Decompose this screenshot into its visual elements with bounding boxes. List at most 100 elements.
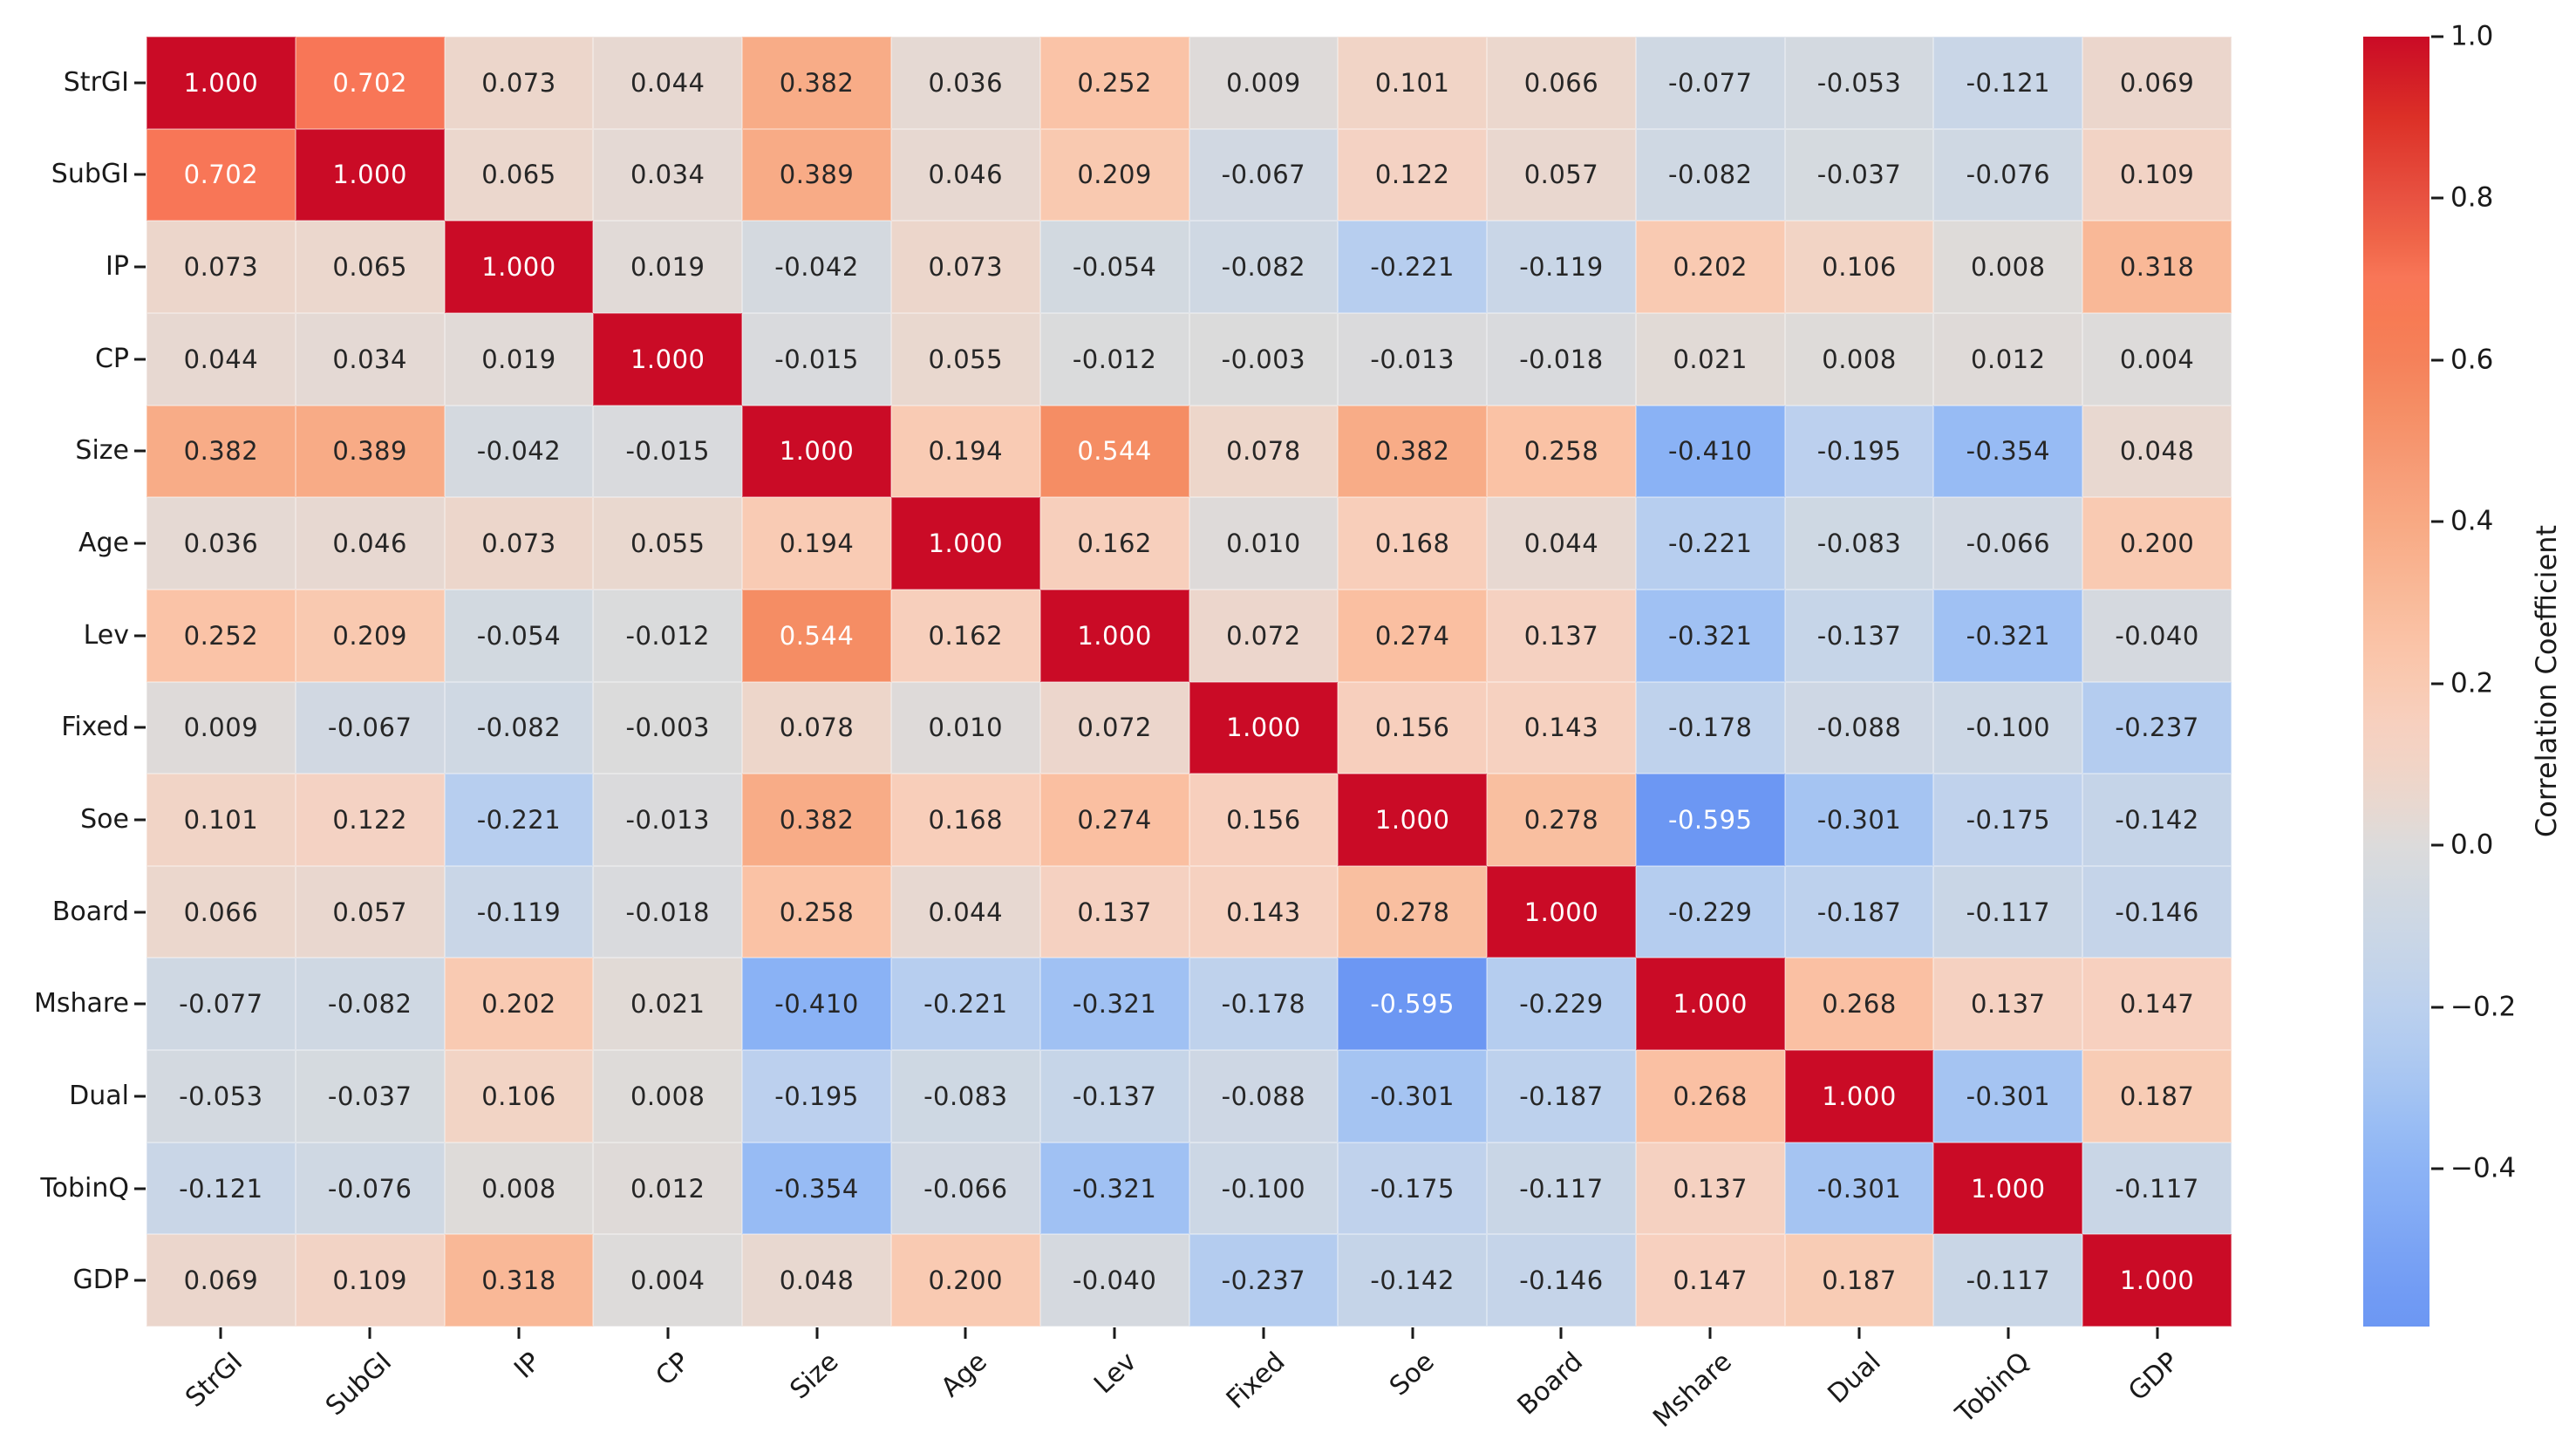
colorbar-tick-mark xyxy=(2431,196,2443,200)
heatmap-cell: 0.073 xyxy=(890,221,1040,313)
heatmap-cell: 0.008 xyxy=(1784,312,1934,406)
heatmap-cell: 0.143 xyxy=(1189,865,1339,958)
y-tick-mark xyxy=(134,818,146,822)
heatmap-cell: 0.078 xyxy=(1189,405,1339,498)
heatmap-cell: 0.147 xyxy=(1635,1234,1785,1327)
heatmap-cell: 0.702 xyxy=(295,37,445,129)
heatmap-cell: -0.187 xyxy=(1487,1050,1636,1143)
heatmap-cell: 0.009 xyxy=(1189,37,1339,129)
heatmap-cell: 0.278 xyxy=(1487,774,1636,866)
heatmap-cell: -0.195 xyxy=(1784,405,1934,498)
x-tick-label-Size: Size xyxy=(784,1346,845,1406)
y-tick-label-Soe: Soe xyxy=(80,803,129,835)
heatmap-cell: -0.187 xyxy=(1784,865,1934,958)
heatmap-cell: -0.066 xyxy=(1933,497,2083,590)
colorbar-tick-mark xyxy=(2431,1006,2443,1009)
heatmap-cell: -0.015 xyxy=(742,312,891,406)
heatmap-cell: 0.021 xyxy=(1635,312,1785,406)
heatmap-cell: -0.082 xyxy=(444,681,594,774)
colorbar-tick-label: 0.6 xyxy=(2450,344,2494,376)
heatmap-cell: -0.117 xyxy=(1933,1234,2083,1327)
heatmap-cell: -0.137 xyxy=(1784,589,1934,682)
y-tick-mark xyxy=(134,634,146,638)
heatmap-cell: -0.178 xyxy=(1189,958,1339,1051)
heatmap-cell: -0.088 xyxy=(1784,681,1934,774)
heatmap-cell: 0.187 xyxy=(2082,1050,2232,1143)
heatmap-cell: 0.143 xyxy=(1487,681,1636,774)
heatmap-cell: 1.000 xyxy=(1933,1142,2083,1235)
heatmap-cell: 0.010 xyxy=(890,681,1040,774)
x-tick-mark xyxy=(1113,1327,1116,1339)
heatmap-cell: -0.013 xyxy=(593,774,743,866)
heatmap-cell: 0.137 xyxy=(1933,958,2083,1051)
heatmap-cell: -0.040 xyxy=(2082,589,2232,682)
heatmap-cell: -0.083 xyxy=(890,1050,1040,1143)
heatmap-cell: -0.237 xyxy=(2082,681,2232,774)
heatmap-cell: 0.012 xyxy=(593,1142,743,1235)
heatmap-cell: -0.146 xyxy=(1487,1234,1636,1327)
y-tick-mark xyxy=(134,358,146,361)
heatmap-cell: 0.078 xyxy=(742,681,891,774)
heatmap-cell: -0.012 xyxy=(593,589,743,682)
heatmap-cell: 0.044 xyxy=(593,37,743,129)
heatmap-cell: 0.382 xyxy=(742,774,891,866)
colorbar-gradient xyxy=(2363,37,2429,1327)
heatmap-cell: 0.209 xyxy=(295,589,445,682)
heatmap-cell: 1.000 xyxy=(1039,589,1189,682)
x-tick-mark xyxy=(1708,1327,1712,1339)
heatmap-cell: 0.202 xyxy=(444,958,594,1051)
heatmap-cell: 0.069 xyxy=(147,1234,296,1327)
heatmap-cell: 0.187 xyxy=(1784,1234,1934,1327)
heatmap-cell: -0.354 xyxy=(742,1142,891,1235)
heatmap-cell: -0.018 xyxy=(593,865,743,958)
heatmap-cell: 0.057 xyxy=(295,865,445,958)
heatmap-cell: -0.100 xyxy=(1189,1142,1339,1235)
heatmap-cell: 0.044 xyxy=(1487,497,1636,590)
heatmap-cell: 1.000 xyxy=(1487,865,1636,958)
heatmap-cell: 0.036 xyxy=(147,497,296,590)
colorbar-axis-label: Correlation Coefficient xyxy=(2530,524,2563,838)
colorbar-tick-label: 0.0 xyxy=(2450,829,2494,861)
heatmap-cell: -0.117 xyxy=(1933,865,2083,958)
heatmap-cell: -0.175 xyxy=(1338,1142,1488,1235)
colorbar-tick-mark xyxy=(2431,682,2443,686)
heatmap-cell: -0.221 xyxy=(1635,497,1785,590)
heatmap-cell: 0.194 xyxy=(742,497,891,590)
heatmap-cell: 0.010 xyxy=(1189,497,1339,590)
heatmap-cell: -0.066 xyxy=(890,1142,1040,1235)
heatmap-cell: 0.268 xyxy=(1635,1050,1785,1143)
heatmap-cell: 0.048 xyxy=(742,1234,891,1327)
heatmap-cell: 0.109 xyxy=(2082,128,2232,222)
heatmap-cell: 0.252 xyxy=(1039,37,1189,129)
y-tick-mark xyxy=(134,1002,146,1006)
x-tick-mark xyxy=(1262,1327,1265,1339)
x-tick-label-SubGI: SubGI xyxy=(319,1346,399,1422)
colorbar-tick-label: −0.4 xyxy=(2450,1152,2517,1184)
colorbar-tick-mark xyxy=(2431,520,2443,523)
y-tick-label-Mshare: Mshare xyxy=(33,988,129,1020)
heatmap-cell: 0.073 xyxy=(444,37,594,129)
heatmap-cell: -0.178 xyxy=(1635,681,1785,774)
y-tick-mark xyxy=(134,81,146,85)
colorbar-tick-label: 0.2 xyxy=(2450,667,2494,699)
heatmap-cell: 0.147 xyxy=(2082,958,2232,1051)
heatmap-cell: -0.595 xyxy=(1635,774,1785,866)
heatmap-cell: 1.000 xyxy=(2082,1234,2232,1327)
y-tick-label-IP: IP xyxy=(106,251,129,283)
heatmap-cell: 0.106 xyxy=(444,1050,594,1143)
heatmap-cell: -0.100 xyxy=(1933,681,2083,774)
heatmap-cell: -0.229 xyxy=(1635,865,1785,958)
y-tick-mark xyxy=(134,1279,146,1282)
heatmap-cell: 0.066 xyxy=(147,865,296,958)
heatmap-cell: 1.000 xyxy=(1338,774,1488,866)
heatmap-cell: 0.009 xyxy=(147,681,296,774)
x-tick-label-StrGI: StrGI xyxy=(180,1346,249,1414)
y-tick-label-SubGI: SubGI xyxy=(51,159,129,190)
heatmap-cell: -0.121 xyxy=(1933,37,2083,129)
heatmap-cell: 1.000 xyxy=(147,37,296,129)
heatmap-cell: -0.053 xyxy=(1784,37,1934,129)
heatmap-cell: -0.083 xyxy=(1784,497,1934,590)
y-tick-mark xyxy=(134,726,146,729)
x-tick-mark xyxy=(219,1327,222,1339)
